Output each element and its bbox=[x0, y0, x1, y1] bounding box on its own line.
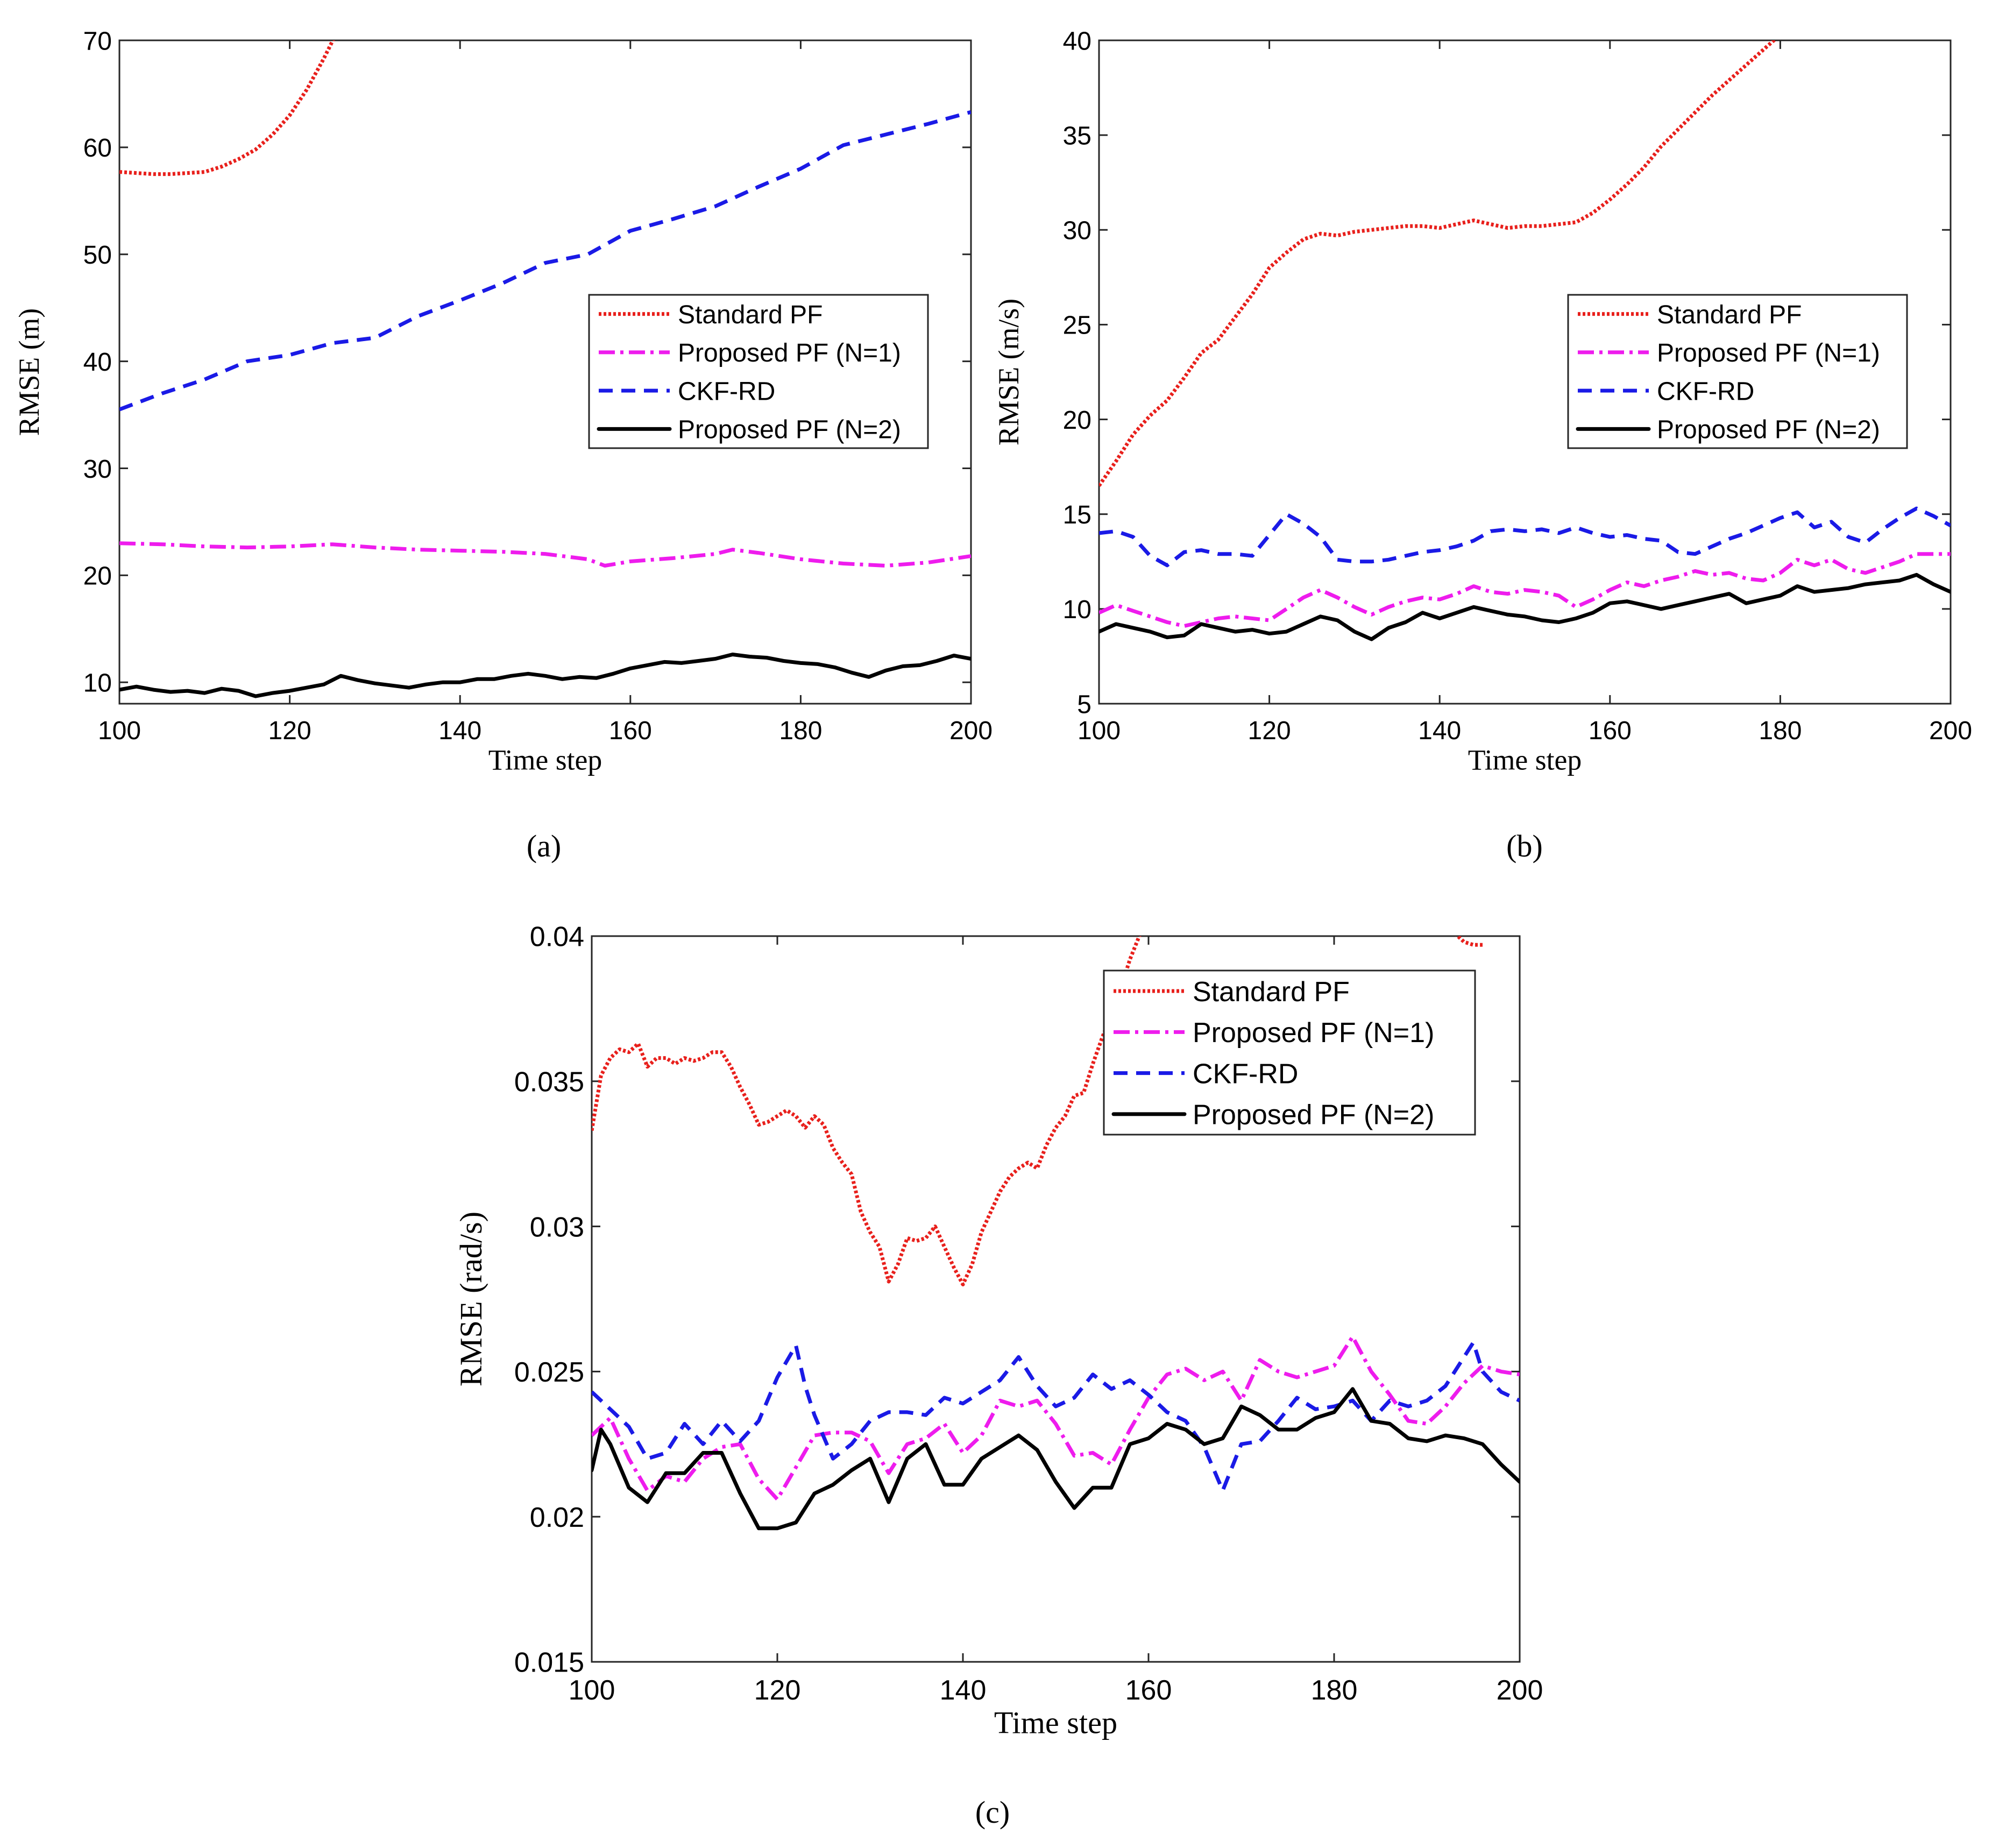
plot-frame bbox=[118, 39, 972, 705]
y-tick-label: 0.03 bbox=[530, 1212, 584, 1243]
y-tick-label: 0.025 bbox=[514, 1357, 584, 1388]
legend-label: Proposed PF (N=2) bbox=[1657, 416, 1880, 444]
series-line-ckf-rd bbox=[1099, 506, 1951, 568]
panel-caption: (a) bbox=[527, 829, 561, 863]
legend-label: Proposed PF (N=2) bbox=[1193, 1100, 1434, 1131]
y-tick-label: 40 bbox=[1063, 27, 1091, 55]
legend-box bbox=[588, 294, 929, 449]
x-tick-label: 160 bbox=[1589, 717, 1632, 745]
y-tick-label: 40 bbox=[83, 348, 112, 377]
series-line-standard-pf bbox=[1099, 40, 1777, 487]
series-line-proposed-pf-n-2 bbox=[592, 1387, 1520, 1531]
x-axis-label: Time step bbox=[1468, 744, 1582, 776]
x-tick-label: 120 bbox=[754, 1675, 801, 1706]
x-tick-label: 140 bbox=[940, 1675, 987, 1706]
x-tick-label: 140 bbox=[438, 717, 481, 745]
panel-caption: (c) bbox=[975, 1795, 1010, 1830]
x-tick-label: 100 bbox=[1078, 717, 1121, 745]
legend-label: Standard PF bbox=[1657, 301, 1802, 329]
series-line-proposed-pf-n-1 bbox=[119, 541, 971, 568]
series-line-proposed-pf-n-2 bbox=[119, 653, 971, 698]
y-tick-label: 35 bbox=[1063, 122, 1091, 150]
panel-c-chart: 100 120 140 160 180 200 0.015 0.02 0.025 0.03 0.03… bbox=[453, 922, 1543, 1830]
legend-box bbox=[1567, 294, 1908, 449]
x-tick-label: 200 bbox=[1929, 717, 1972, 745]
legend-label: CKF-RD bbox=[1657, 377, 1754, 406]
y-axis-label: RMSE (rad/s) bbox=[453, 1212, 488, 1386]
x-tick-label: 180 bbox=[779, 717, 822, 745]
y-tick-label: 20 bbox=[1063, 406, 1091, 435]
series-line-proposed-pf-n-2 bbox=[1099, 572, 1951, 641]
x-axis-label: Time step bbox=[994, 1705, 1117, 1740]
y-tick-label: 30 bbox=[1063, 217, 1091, 245]
series-line-ckf-rd bbox=[592, 1340, 1520, 1493]
legend-label: Proposed PF (N=1) bbox=[1193, 1017, 1434, 1049]
y-tick-label: 0.035 bbox=[514, 1067, 584, 1098]
y-tick-label: 0.02 bbox=[530, 1502, 584, 1533]
legend-label: Proposed PF (N=2) bbox=[678, 416, 901, 444]
legend-label: Standard PF bbox=[678, 301, 823, 329]
plot-frame bbox=[591, 935, 1521, 1663]
y-tick-label: 30 bbox=[83, 455, 112, 484]
x-tick-label: 200 bbox=[1497, 1675, 1543, 1706]
series-line-proposed-pf-n-1 bbox=[592, 1335, 1520, 1502]
x-tick-label: 160 bbox=[1125, 1675, 1172, 1706]
plot-frame bbox=[1098, 39, 1952, 705]
y-tick-label: 60 bbox=[83, 134, 112, 162]
y-tick-label: 5 bbox=[1077, 690, 1091, 719]
x-tick-label: 100 bbox=[569, 1675, 615, 1706]
legend-box bbox=[1103, 969, 1476, 1136]
x-tick-label: 120 bbox=[268, 717, 311, 745]
x-tick-label: 200 bbox=[949, 717, 993, 745]
legend-label: CKF-RD bbox=[678, 377, 775, 406]
y-tick-label: 20 bbox=[83, 562, 112, 591]
x-tick-label: 100 bbox=[98, 717, 141, 745]
y-tick-label: 25 bbox=[1063, 311, 1091, 340]
y-tick-label: 15 bbox=[1063, 501, 1091, 529]
legend-label: Proposed PF (N=1) bbox=[678, 339, 901, 367]
y-tick-label: 10 bbox=[1063, 596, 1091, 624]
x-tick-label: 120 bbox=[1248, 717, 1291, 745]
panel-b-chart: 100 120 140 160 180 200 5 10 15 20 25 30 35 40 Time st… bbox=[993, 27, 1972, 863]
panel-a-chart: 100 120 140 160 180 200 10 20 30 40 50 60 70 Time ste… bbox=[13, 27, 993, 863]
y-tick-label: 70 bbox=[83, 27, 112, 55]
x-tick-label: 180 bbox=[1311, 1675, 1358, 1706]
x-tick-label: 160 bbox=[609, 717, 652, 745]
y-axis-label: RMSE (m) bbox=[13, 308, 45, 436]
series-line-standard-pf bbox=[592, 936, 1483, 1286]
series-line-ckf-rd bbox=[119, 110, 971, 412]
legend-label: Proposed PF (N=1) bbox=[1657, 339, 1880, 367]
series-line-proposed-pf-n-1 bbox=[1099, 552, 1951, 628]
series-line-standard-pf bbox=[119, 40, 335, 176]
y-tick-label: 50 bbox=[83, 241, 112, 270]
legend-label: Standard PF bbox=[1193, 976, 1350, 1008]
y-tick-label: 0.04 bbox=[530, 922, 584, 953]
y-axis-label: RMSE (m/s) bbox=[993, 299, 1025, 445]
x-tick-label: 180 bbox=[1759, 717, 1802, 745]
y-tick-label: 0.015 bbox=[514, 1647, 584, 1679]
x-axis-label: Time step bbox=[488, 744, 602, 776]
panel-caption: (b) bbox=[1506, 829, 1543, 863]
legend-label: CKF-RD bbox=[1193, 1058, 1298, 1089]
y-tick-label: 10 bbox=[83, 669, 112, 698]
x-tick-label: 140 bbox=[1418, 717, 1461, 745]
